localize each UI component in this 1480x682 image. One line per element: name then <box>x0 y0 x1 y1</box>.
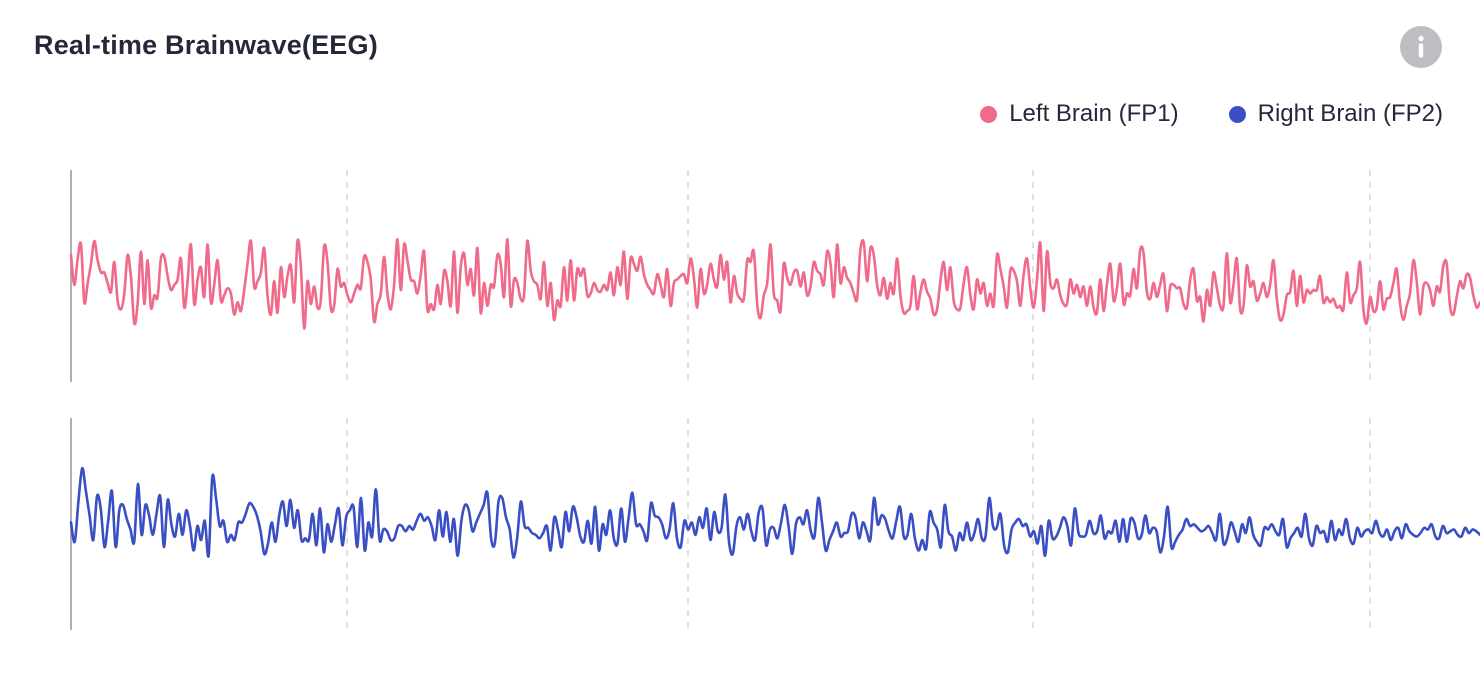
chart-legend: Left Brain (FP1) Right Brain (FP2) <box>980 100 1443 128</box>
series-line-fp1 <box>69 237 1480 330</box>
legend-dot-left-brain <box>980 105 998 123</box>
legend-item-left-brain[interactable]: Left Brain (FP1) <box>980 100 1179 128</box>
legend-dot-right-brain <box>1228 105 1246 123</box>
legend-item-right-brain[interactable]: Right Brain (FP2) <box>1228 100 1443 128</box>
info-icon <box>1418 35 1424 58</box>
legend-label-left-brain: Left Brain (FP1) <box>1009 100 1179 127</box>
page-title: Real-time Brainwave(EEG) <box>34 30 378 60</box>
legend-label-right-brain: Right Brain (FP2) <box>1257 100 1443 127</box>
series-line-fp2 <box>69 466 1480 559</box>
info-button[interactable] <box>1400 26 1442 68</box>
